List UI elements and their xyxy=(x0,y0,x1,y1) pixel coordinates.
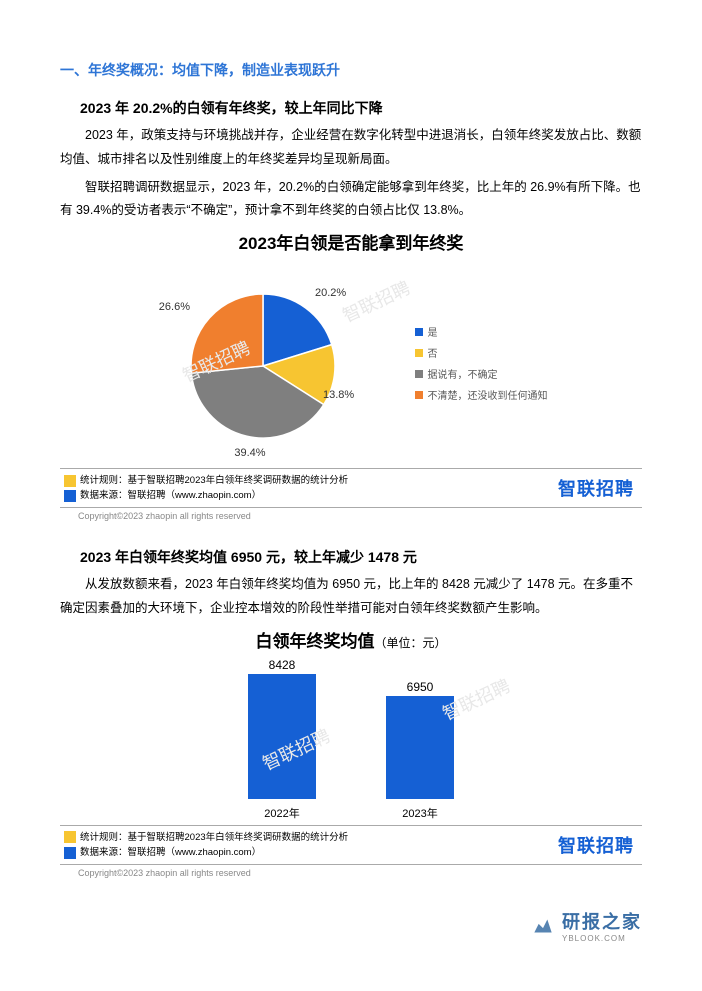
brand-logo: 智联招聘 xyxy=(558,475,634,501)
footer-swatch xyxy=(64,831,76,843)
pie-legend: 是否据说有，不确定不清楚，还没收到任何通知 xyxy=(415,318,548,408)
subheading-1: 2023 年 20.2%的白领有年终奖，较上年同比下降 xyxy=(80,98,642,118)
legend-item: 否 xyxy=(415,345,548,360)
brand-logo: 智联招聘 xyxy=(558,832,634,858)
paragraph-3: 从发放数额来看，2023 年白领年终奖均值为 6950 元，比上年的 8428 … xyxy=(60,573,642,621)
paragraph-2: 智联招聘调研数据显示，2023 年，20.2%的白领确定能够拿到年终奖，比上年的… xyxy=(60,176,642,224)
footer-text: 统计规则：基于智联招聘2023年白领年终奖调研数据的统计分析 xyxy=(80,473,348,488)
footer-text: 统计规则：基于智联招聘2023年白领年终奖调研数据的统计分析 xyxy=(80,830,348,845)
svg-text:26.6%: 26.6% xyxy=(158,301,189,313)
bar-title: 白领年终奖均值（单位：元） xyxy=(60,627,642,652)
page-footer: 研报之家 YBLOOK.COM xyxy=(60,908,642,943)
bar-column: 69502023年 xyxy=(386,680,454,821)
svg-text:20.2%: 20.2% xyxy=(315,287,346,299)
chart-footer: 统计规则：基于智联招聘2023年白领年终奖调研数据的统计分析 数据来源：智联招聘… xyxy=(60,468,642,508)
legend-item: 不清楚，还没收到任何通知 xyxy=(415,387,548,402)
svg-text:39.4%: 39.4% xyxy=(234,447,265,458)
footer-swatch xyxy=(64,490,76,502)
footer-swatch xyxy=(64,847,76,859)
pie-chart: 20.2% 13.8% 39.4% 26.6% 是否据说有，不确定不清楚，还没收到任何… xyxy=(60,258,642,464)
footer-logo-icon xyxy=(530,913,556,939)
footer-swatch xyxy=(64,475,76,487)
legend-item: 据说有，不确定 xyxy=(415,366,548,381)
footer-url: YBLOOK.COM xyxy=(562,934,642,943)
footer-brand: 研报之家 xyxy=(562,908,642,934)
copyright: Copyright©2023 zhaopin all rights reserv… xyxy=(78,511,642,521)
copyright: Copyright©2023 zhaopin all rights reserv… xyxy=(78,868,642,878)
chart-footer: 统计规则：基于智联招聘2023年白领年终奖调研数据的统计分析 数据来源：智联招聘… xyxy=(60,825,642,865)
paragraph-1: 2023 年，政策支持与环境挑战并存，企业经营在数字化转型中进退消长，白领年终奖… xyxy=(60,124,642,172)
pie-chart-block: 2023年白领是否能拿到年终奖 20.2% 13.8% 39.4% 26.6% 是否据… xyxy=(60,229,642,521)
legend-item: 是 xyxy=(415,324,548,339)
section-title: 一、年终奖概况：均值下降，制造业表现跃升 xyxy=(60,60,642,80)
bar-chart-block: 白领年终奖均值（单位：元） 智联招聘 智联招聘 84282022年6950202… xyxy=(60,627,642,878)
bar-chart: 智联招聘 智联招聘 84282022年69502023年 xyxy=(60,656,642,821)
pie-title: 2023年白领是否能拿到年终奖 xyxy=(60,229,642,254)
bar-column: 84282022年 xyxy=(248,658,316,821)
svg-text:13.8%: 13.8% xyxy=(323,389,354,401)
footer-text: 数据来源：智联招聘（www.zhaopin.com） xyxy=(80,845,261,860)
footer-text: 数据来源：智联招聘（www.zhaopin.com） xyxy=(80,488,261,503)
subheading-2: 2023 年白领年终奖均值 6950 元，较上年减少 1478 元 xyxy=(80,547,642,567)
